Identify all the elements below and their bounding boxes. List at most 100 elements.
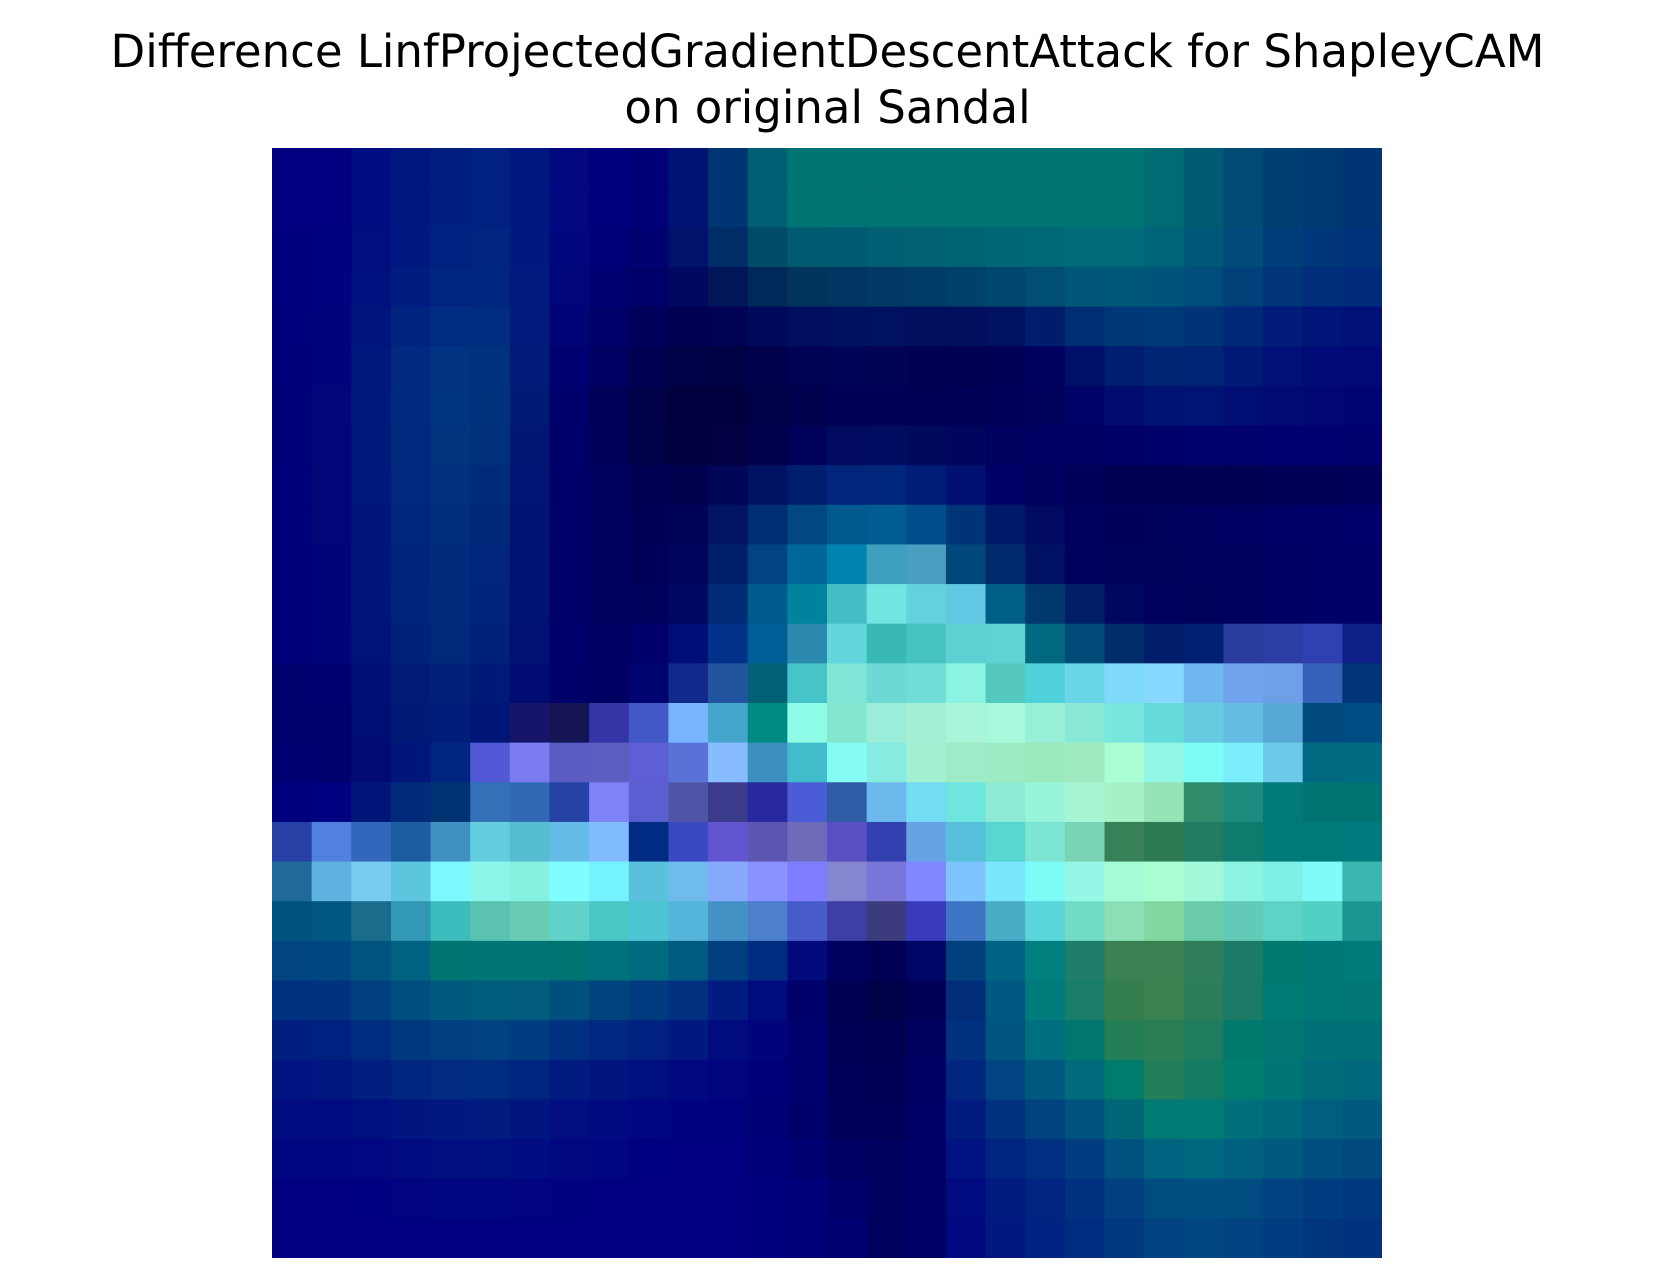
heatmap-cell-r22-c22 xyxy=(1144,1020,1185,1061)
heatmap-cell-r2-c4 xyxy=(430,227,471,268)
heatmap-cell-r27-c11 xyxy=(708,1218,749,1258)
heatmap-cell-r9-c27 xyxy=(1342,504,1382,546)
heatmap-cell-r7-c13 xyxy=(787,425,828,466)
heatmap-cell-r13-c25 xyxy=(1263,663,1304,704)
heatmap-cell-r2-c5 xyxy=(470,227,511,268)
heatmap-cell-r3-c17 xyxy=(945,266,987,308)
heatmap-cell-r5-c10 xyxy=(668,346,709,387)
heatmap-cell-r17-c1 xyxy=(311,821,352,863)
heatmap-cell-r15-c25 xyxy=(1263,742,1304,783)
heatmap-cell-r5-c4 xyxy=(430,346,471,387)
heatmap-cell-r21-c15 xyxy=(866,980,907,1021)
heatmap-cell-r23-c25 xyxy=(1263,1059,1304,1101)
heatmap-cell-r19-c25 xyxy=(1263,901,1304,942)
heatmap-cell-r20-c3 xyxy=(390,940,432,982)
heatmap-cell-r24-c23 xyxy=(1183,1099,1225,1140)
heatmap-cell-r2-c22 xyxy=(1144,227,1185,268)
heatmap-cell-r5-c20 xyxy=(1064,346,1106,387)
heatmap-cell-r22-c24 xyxy=(1223,1020,1264,1061)
heatmap-cell-r24-c13 xyxy=(787,1099,828,1140)
heatmap-cell-r24-c18 xyxy=(985,1099,1026,1140)
heatmap-cell-r17-c21 xyxy=(1104,821,1145,863)
heatmap-cell-r19-c15 xyxy=(866,901,907,942)
heatmap-cell-r20-c6 xyxy=(509,940,551,982)
heatmap-cell-r19-c8 xyxy=(589,901,630,942)
heatmap-cell-r7-c4 xyxy=(430,425,471,466)
heatmap-cell-r15-c6 xyxy=(509,742,551,783)
heatmap-cell-r18-c2 xyxy=(351,861,392,902)
heatmap-cell-r19-c10 xyxy=(668,901,709,942)
heatmap-cell-r9-c13 xyxy=(787,504,828,546)
heatmap-cell-r26-c3 xyxy=(390,1178,432,1219)
heatmap-cell-r0-c17 xyxy=(945,148,987,189)
heatmap-cell-r18-c15 xyxy=(866,861,907,902)
heatmap-cell-r24-c16 xyxy=(906,1099,947,1140)
heatmap-cell-r8-c19 xyxy=(1025,465,1066,506)
heatmap-cell-r4-c14 xyxy=(827,306,868,347)
heatmap-cell-r2-c24 xyxy=(1223,227,1264,268)
heatmap-cell-r14-c25 xyxy=(1263,703,1304,744)
heatmap-cell-r2-c23 xyxy=(1183,227,1225,268)
heatmap-cell-r4-c19 xyxy=(1025,306,1066,347)
heatmap-cell-r6-c2 xyxy=(351,385,392,427)
heatmap-cell-r16-c20 xyxy=(1064,782,1106,823)
heatmap-cell-r27-c21 xyxy=(1104,1218,1145,1258)
heatmap-cell-r5-c23 xyxy=(1183,346,1225,387)
heatmap-cell-r8-c17 xyxy=(945,465,987,506)
heatmap-cell-r18-c7 xyxy=(549,861,590,902)
heatmap-cell-r25-c14 xyxy=(827,1139,868,1180)
heatmap-cell-r0-c13 xyxy=(787,148,828,189)
heatmap-cell-r23-c24 xyxy=(1223,1059,1264,1101)
heatmap-cell-r27-c26 xyxy=(1302,1218,1343,1258)
heatmap-cell-r22-c10 xyxy=(668,1020,709,1061)
heatmap-cell-r12-c7 xyxy=(549,623,590,664)
heatmap-cell-r26-c10 xyxy=(668,1178,709,1219)
heatmap-cell-r13-c18 xyxy=(985,663,1026,704)
heatmap-cell-r5-c12 xyxy=(747,346,788,387)
heatmap-cell-r18-c12 xyxy=(747,861,788,902)
heatmap-cell-r12-c1 xyxy=(311,623,352,664)
heatmap-cell-r17-c4 xyxy=(430,821,471,863)
heatmap-cell-r1-c16 xyxy=(906,187,947,228)
heatmap-cell-r19-c27 xyxy=(1342,901,1382,942)
heatmap-cell-r2-c12 xyxy=(747,227,788,268)
heatmap-cell-r9-c24 xyxy=(1223,504,1264,546)
heatmap-cell-r3-c18 xyxy=(985,266,1026,308)
heatmap-cell-r4-c2 xyxy=(351,306,392,347)
heatmap-cell-r24-c20 xyxy=(1064,1099,1106,1140)
heatmap-cell-r17-c13 xyxy=(787,821,828,863)
heatmap-cell-r0-c23 xyxy=(1183,148,1225,189)
heatmap-cell-r27-c18 xyxy=(985,1218,1026,1258)
heatmap-cell-r13-c16 xyxy=(906,663,947,704)
heatmap-cell-r23-c10 xyxy=(668,1059,709,1101)
heatmap-cell-r15-c13 xyxy=(787,742,828,783)
heatmap-cell-r3-c26 xyxy=(1302,266,1343,308)
chart-title-line-1: Difference LinfProjectedGradientDescentA… xyxy=(110,25,1545,78)
heatmap-cell-r3-c12 xyxy=(747,266,788,308)
heatmap-cell-r1-c0 xyxy=(272,187,313,228)
heatmap-cell-r13-c4 xyxy=(430,663,471,704)
heatmap-cell-r8-c24 xyxy=(1223,465,1264,506)
heatmap-cell-r23-c11 xyxy=(708,1059,749,1101)
heatmap-cell-r5-c8 xyxy=(589,346,630,387)
heatmap-cell-r12-c17 xyxy=(945,623,987,664)
heatmap-cell-r25-c10 xyxy=(668,1139,709,1180)
heatmap-cell-r20-c13 xyxy=(787,940,828,982)
heatmap-cell-r2-c8 xyxy=(589,227,630,268)
heatmap-cell-r3-c22 xyxy=(1144,266,1185,308)
heatmap-cell-r9-c20 xyxy=(1064,504,1106,546)
heatmap-cell-r15-c24 xyxy=(1223,742,1264,783)
heatmap-cell-r6-c27 xyxy=(1342,385,1382,427)
heatmap-cell-r18-c24 xyxy=(1223,861,1264,902)
heatmap-cell-r27-c9 xyxy=(628,1218,670,1258)
heatmap-cell-r12-c4 xyxy=(430,623,471,664)
heatmap-cell-r10-c16 xyxy=(906,544,947,585)
heatmap-cell-r18-c16 xyxy=(906,861,947,902)
heatmap-cell-r1-c14 xyxy=(827,187,868,228)
heatmap-cell-r25-c9 xyxy=(628,1139,670,1180)
heatmap-cell-r16-c15 xyxy=(866,782,907,823)
heatmap-cell-r12-c26 xyxy=(1302,623,1343,664)
heatmap-cell-r2-c6 xyxy=(509,227,551,268)
heatmap-cell-r24-c17 xyxy=(945,1099,987,1140)
heatmap-cell-r19-c24 xyxy=(1223,901,1264,942)
